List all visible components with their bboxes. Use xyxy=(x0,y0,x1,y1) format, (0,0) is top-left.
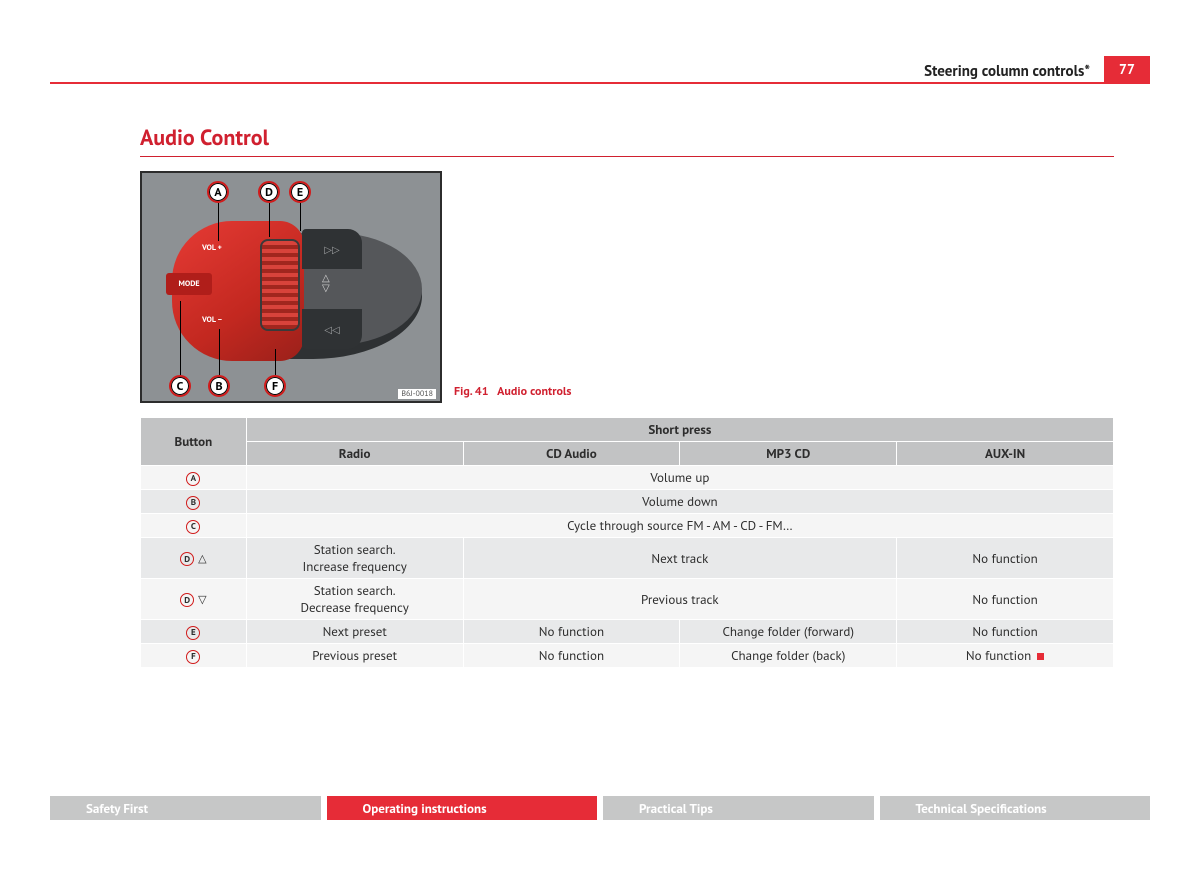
btn-ring: B xyxy=(186,496,200,510)
col-group-shortpress: Short press xyxy=(246,418,1113,442)
vol-minus-label: VOL – xyxy=(202,315,223,325)
callout-b: B xyxy=(208,375,230,397)
cell: Volume down xyxy=(246,490,1113,514)
callout-e: E xyxy=(289,181,311,203)
btn-ring: F xyxy=(186,650,200,664)
table-row: E Next preset No function Change folder … xyxy=(141,620,1114,644)
cell: Change folder (back) xyxy=(680,644,897,668)
section-title: Audio Control xyxy=(140,124,1114,152)
mode-button-label: MODE xyxy=(166,273,212,295)
cell: No function xyxy=(897,644,1114,668)
scroll-wheel-icon xyxy=(260,239,300,331)
cell: Station search. Decrease frequency xyxy=(246,579,463,620)
cell: No function xyxy=(897,538,1114,579)
footer-nav: Safety First Operating instructions Prac… xyxy=(50,796,1150,820)
table-row: F Previous preset No function Change fol… xyxy=(141,644,1114,668)
nav-tips[interactable]: Practical Tips xyxy=(603,796,874,820)
cell: Station search. Increase frequency xyxy=(246,538,463,579)
page-number-badge: 77 xyxy=(1104,56,1150,82)
page: Steering column controls* 77 Audio Contr… xyxy=(50,56,1150,820)
cell: Change folder (forward) xyxy=(680,620,897,644)
btn-ring: D xyxy=(180,593,194,607)
table-row: C Cycle through source FM - AM - CD - FM… xyxy=(141,514,1114,538)
col-button: Button xyxy=(141,418,247,466)
callout-c: C xyxy=(169,375,191,397)
btn-ring: C xyxy=(186,520,200,534)
nav-operating[interactable]: Operating instructions xyxy=(327,796,598,820)
col-mp3: MP3 CD xyxy=(680,442,897,466)
cell: No function xyxy=(463,644,680,668)
btn-symbol-down: ▽ xyxy=(198,593,206,607)
fast-forward-icon: ▷▷ xyxy=(302,229,362,269)
up-down-arrows-icon: △▽ xyxy=(322,273,330,293)
rewind-icon: ◁◁ xyxy=(302,309,362,349)
callout-f: F xyxy=(264,375,286,397)
header-rule xyxy=(50,82,1150,84)
table-row: B Volume down xyxy=(141,490,1114,514)
figure-caption: Fig. 41 Audio controls xyxy=(454,384,571,403)
cell: Previous preset xyxy=(246,644,463,668)
btn-ring: E xyxy=(186,626,200,640)
nav-safety[interactable]: Safety First xyxy=(50,796,321,820)
col-aux: AUX-IN xyxy=(897,442,1114,466)
table-row: D ▽ Station search. Decrease frequency Pr… xyxy=(141,579,1114,620)
cell: Volume up xyxy=(246,466,1113,490)
figure-caption-ref: Fig. 41 xyxy=(454,384,489,399)
nav-specs[interactable]: Technical Specifications xyxy=(880,796,1151,820)
cell: Next track xyxy=(463,538,897,579)
cell: Cycle through source FM - AM - CD - FM… xyxy=(246,514,1113,538)
btn-ring: A xyxy=(186,472,200,486)
figure-row: MODE VOL + VOL – ▷▷ ◁◁ △▽ A D E C B F xyxy=(140,171,1114,403)
cell: Previous track xyxy=(463,579,897,620)
table-row: A Volume up xyxy=(141,466,1114,490)
callout-a: A xyxy=(207,181,229,203)
section-title-rule xyxy=(140,156,1114,157)
page-header-title: Steering column controls* xyxy=(924,62,1090,81)
controls-table: Button Short press Radio CD Audio MP3 CD… xyxy=(140,417,1114,668)
vol-plus-label: VOL + xyxy=(202,243,222,253)
btn-ring: D xyxy=(180,552,194,566)
table-row: D △ Station search. Increase frequency Ne… xyxy=(141,538,1114,579)
content-area: Audio Control MODE VOL + VOL – ▷▷ ◁◁ △▽ … xyxy=(140,124,1114,668)
image-reference: B6J-0018 xyxy=(398,389,436,399)
col-radio: Radio xyxy=(246,442,463,466)
callout-d: D xyxy=(258,181,280,203)
figure-caption-text: Audio controls xyxy=(497,384,571,399)
col-cd: CD Audio xyxy=(463,442,680,466)
cell: No function xyxy=(463,620,680,644)
end-of-section-icon xyxy=(1037,653,1044,660)
btn-symbol-up: △ xyxy=(198,552,206,566)
figure-illustration: MODE VOL + VOL – ▷▷ ◁◁ △▽ A D E C B F xyxy=(140,171,442,403)
cell: No function xyxy=(897,579,1114,620)
cell: No function xyxy=(897,620,1114,644)
cell: Next preset xyxy=(246,620,463,644)
